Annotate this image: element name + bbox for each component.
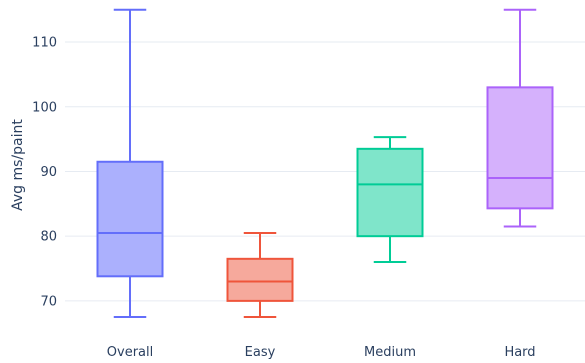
boxes	[96, 8, 554, 319]
box-hard	[486, 8, 554, 228]
x-tick-label-medium: Medium	[364, 345, 416, 360]
y-axis-tick-labels: 70 80 90 100 110	[32, 36, 57, 310]
box-medium	[356, 136, 424, 264]
y-tick-label: 110	[32, 36, 57, 51]
x-tick-label-easy: Easy	[245, 345, 276, 360]
x-tick-label-overall: Overall	[107, 345, 153, 360]
box-overall	[96, 8, 164, 319]
y-tick-label: 80	[40, 230, 57, 245]
x-tick-label-hard: Hard	[504, 345, 535, 360]
y-axis-title: Avg ms/paint	[10, 119, 26, 211]
y-tick-label: 90	[40, 165, 57, 180]
x-axis-tick-labels: Overall Easy Medium Hard	[107, 345, 536, 360]
y-tick-label: 70	[40, 294, 57, 309]
iqr-box	[226, 257, 294, 302]
y-tick-label: 100	[32, 100, 57, 115]
iqr-box	[356, 147, 424, 238]
iqr-box	[96, 160, 164, 278]
box-easy	[226, 231, 294, 319]
iqr-box	[486, 86, 554, 210]
